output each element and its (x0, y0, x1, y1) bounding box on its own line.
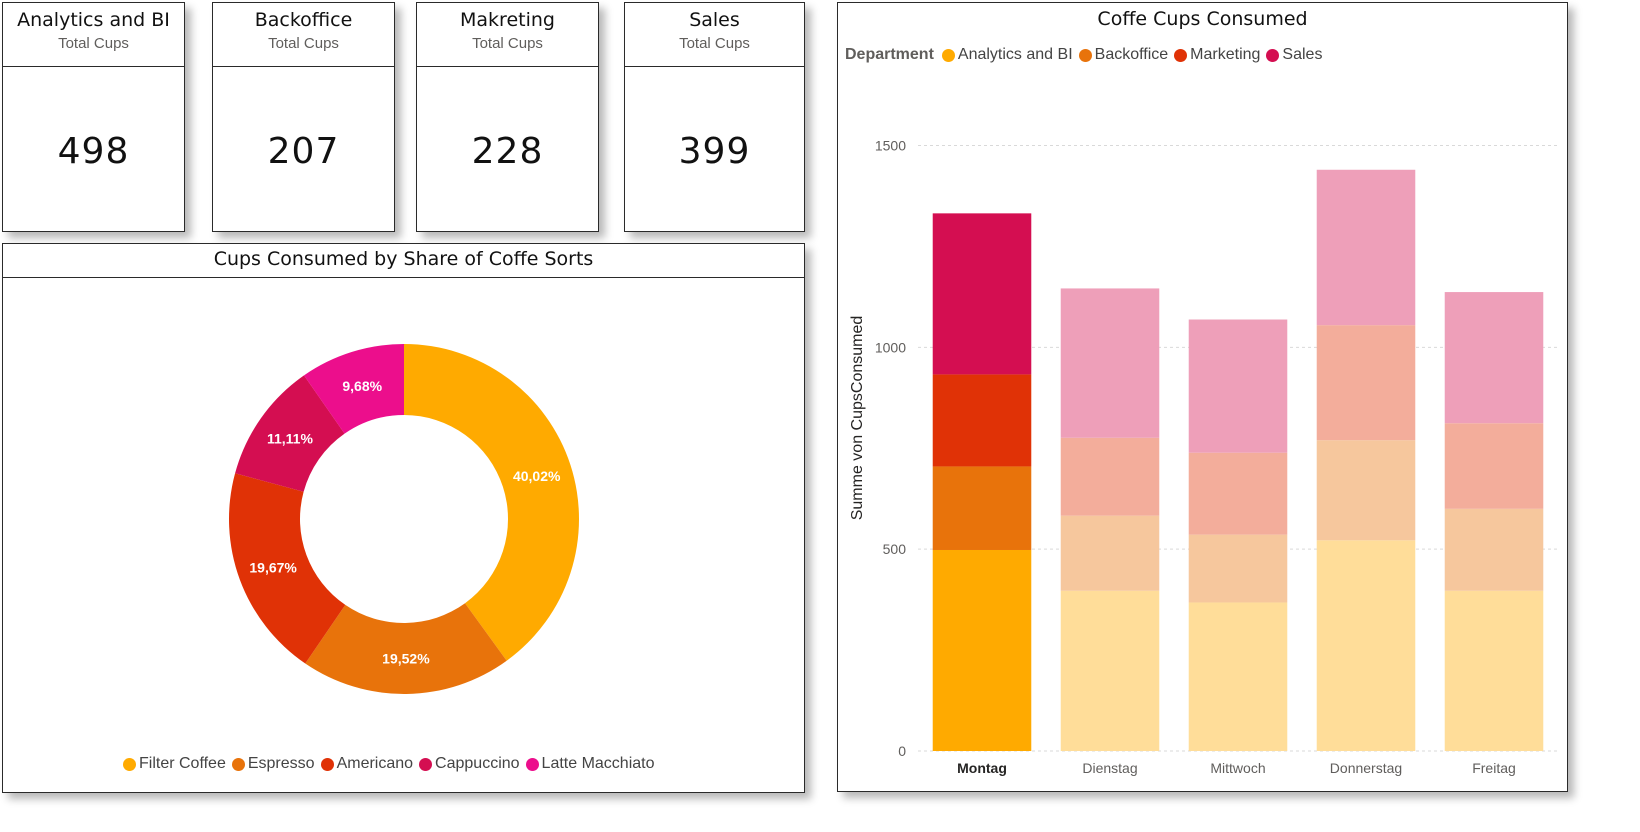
y-tick-label: 1500 (875, 138, 906, 154)
donut-slice-latte-macchiato[interactable] (304, 344, 404, 434)
bar-segment-marketing[interactable] (932, 374, 1032, 467)
legend-item-latte-macchiato[interactable]: Latte Macchiato (525, 755, 655, 773)
legend-item-espresso[interactable]: Espresso (231, 755, 315, 773)
legend-label: Latte Macchiato (541, 755, 655, 772)
donut-chart-header: Cups Consumed by Share of Coffe Sorts (3, 244, 804, 278)
kpi-value: 228 (471, 131, 544, 172)
legend-dot (1174, 48, 1188, 62)
legend-label: Espresso (247, 755, 315, 772)
x-tick-label: Dienstag (1082, 760, 1137, 776)
legend-dot (941, 48, 955, 62)
bar-segment-sales[interactable] (932, 213, 1032, 375)
bar-segment-marketing[interactable] (1316, 325, 1416, 441)
legend-label: Filter Coffee (139, 755, 226, 772)
donut-slice-americano[interactable] (229, 473, 346, 664)
legend-label: Marketing (1190, 46, 1261, 63)
legend-label: Analytics and BI (957, 46, 1073, 63)
legend-label: Americano (336, 755, 414, 772)
donut-data-label: 40,02% (513, 468, 561, 484)
legend-item-cappuccino[interactable]: Cappuccino (419, 755, 520, 773)
bar-segment-marketing[interactable] (1060, 437, 1160, 516)
kpi-header: Backoffice Total Cups (213, 3, 394, 67)
bar-segment-sales[interactable] (1188, 319, 1288, 453)
donut-data-label: 9,68% (342, 378, 382, 394)
legend-dot (1078, 48, 1092, 62)
bar-segment-analytics-and-bi[interactable] (932, 549, 1032, 751)
bar-legend: Department Analytics and BI Backoffice Mar… (845, 46, 1328, 64)
donut-chart-title: Cups Consumed by Share of Coffe Sorts (213, 248, 594, 270)
legend-item-filter-coffee[interactable]: Filter Coffee (123, 755, 226, 773)
x-tick-label: Montag (957, 760, 1007, 776)
donut-chart[interactable]: 40,02% 19,52% 19,67% 11,11% 9,68% (3, 278, 803, 748)
donut-slice-filter-coffee[interactable] (404, 344, 579, 661)
donut-data-label: 19,52% (382, 650, 430, 666)
kpi-title: Analytics and BI (17, 9, 170, 31)
legend-dot (231, 757, 245, 771)
legend-item-analytics-and-bi[interactable]: Analytics and BI (941, 46, 1073, 64)
donut-chart-panel[interactable]: Cups Consumed by Share of Coffe Sorts 40… (2, 243, 805, 793)
legend-label: Sales (1282, 46, 1323, 63)
bar-segment-analytics-and-bi[interactable] (1188, 602, 1288, 751)
legend-item-americano[interactable]: Americano (320, 755, 414, 773)
kpi-value: 498 (57, 131, 130, 172)
bar-segment-backoffice[interactable] (1060, 515, 1160, 591)
kpi-subtitle: Total Cups (58, 35, 129, 52)
legend-label: Cappuccino (435, 755, 520, 772)
legend-dot (123, 757, 136, 771)
stacked-bar-chart[interactable]: 0 500 1000 1500 Summe von CupsConsumed Montag… (838, 79, 1566, 789)
bar-segment-marketing[interactable] (1444, 423, 1544, 509)
bar-segment-backoffice[interactable] (932, 466, 1032, 550)
kpi-card-marketing[interactable]: Makreting Total Cups 228 (416, 2, 599, 232)
kpi-value: 399 (678, 131, 751, 172)
kpi-card-analytics[interactable]: Analytics and BI Total Cups 498 (2, 2, 185, 232)
legend-label: Backoffice (1094, 46, 1169, 63)
x-tick-label: Freitag (1472, 760, 1516, 776)
kpi-header: Sales Total Cups (625, 3, 804, 67)
bar-segment-analytics-and-bi[interactable] (1060, 590, 1160, 751)
kpi-header: Analytics and BI Total Cups (3, 3, 184, 67)
y-tick-label: 500 (883, 541, 907, 557)
bar-segment-backoffice[interactable] (1188, 534, 1288, 603)
legend-item-sales[interactable]: Sales (1266, 46, 1322, 64)
bar-segment-analytics-and-bi[interactable] (1444, 590, 1544, 751)
bar-segment-sales[interactable] (1444, 292, 1544, 424)
kpi-subtitle: Total Cups (679, 35, 750, 52)
donut-slice-cappuccino[interactable] (235, 375, 345, 492)
legend-title: Department (845, 46, 934, 63)
x-tick-label: Donnerstag (1330, 760, 1402, 776)
bar-segment-sales[interactable] (1060, 288, 1160, 438)
bar-segment-backoffice[interactable] (1316, 440, 1416, 541)
kpi-subtitle: Total Cups (472, 35, 543, 52)
donut-slice-espresso[interactable] (305, 603, 507, 694)
kpi-title: Sales (689, 9, 740, 31)
kpi-card-sales[interactable]: Sales Total Cups 399 (624, 2, 805, 232)
y-tick-label: 1000 (875, 339, 906, 355)
bar-chart-panel[interactable]: Coffe Cups Consumed Department Analytics… (837, 2, 1568, 792)
kpi-header: Makreting Total Cups (417, 3, 598, 67)
x-tick-label: Mittwoch (1210, 760, 1265, 776)
kpi-card-backoffice[interactable]: Backoffice Total Cups 207 (212, 2, 395, 232)
legend-dot (1266, 48, 1280, 62)
bar-segment-sales[interactable] (1316, 169, 1416, 326)
y-tick-label: 0 (898, 743, 906, 759)
bar-chart-title: Coffe Cups Consumed (1097, 8, 1308, 30)
legend-item-backoffice[interactable]: Backoffice (1078, 46, 1169, 64)
kpi-value: 207 (267, 131, 340, 172)
kpi-title: Backoffice (254, 9, 353, 31)
kpi-title: Makreting (460, 9, 555, 31)
donut-data-label: 11,11% (267, 431, 313, 447)
bar-segment-marketing[interactable] (1188, 452, 1288, 535)
legend-dot (320, 757, 334, 771)
legend-dot (419, 757, 433, 771)
legend-dot (525, 757, 539, 771)
bar-segment-backoffice[interactable] (1444, 508, 1544, 591)
y-axis-label: Summe von CupsConsumed (849, 316, 866, 521)
donut-legend: Filter Coffee Espresso Americano Cappuccino… (123, 755, 661, 773)
legend-item-marketing[interactable]: Marketing (1174, 46, 1260, 64)
donut-data-label: 19,67% (249, 559, 297, 575)
kpi-subtitle: Total Cups (268, 35, 339, 52)
bar-segment-analytics-and-bi[interactable] (1316, 540, 1416, 751)
